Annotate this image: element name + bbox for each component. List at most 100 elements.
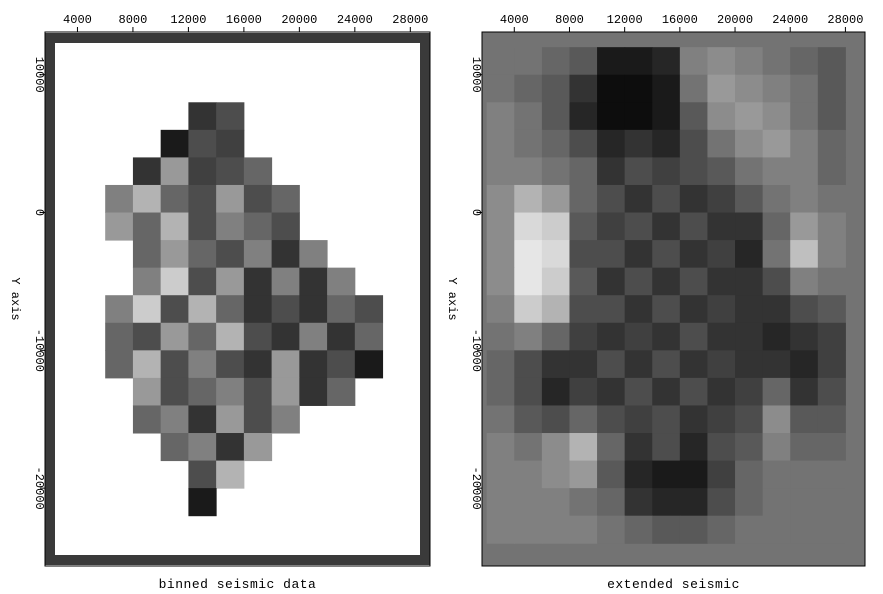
heat-cell <box>735 515 764 544</box>
heat-cell <box>735 377 764 406</box>
heat-cell <box>735 47 764 76</box>
heat-cell <box>679 295 708 324</box>
heat-cell <box>188 377 217 406</box>
x-tick-label: 24000 <box>772 13 808 27</box>
heat-cell <box>652 488 681 517</box>
heat-cell <box>652 295 681 324</box>
heat-cell <box>679 157 708 186</box>
heat-cell <box>299 295 328 324</box>
heat-cell <box>597 74 626 103</box>
heat-cell <box>327 295 356 324</box>
frame <box>45 33 430 565</box>
heat-cell <box>817 102 846 131</box>
heat-cell <box>817 350 846 379</box>
heat-cell <box>652 322 681 351</box>
heat-cell <box>541 184 570 214</box>
y-tick-label: 10000 <box>469 57 483 93</box>
heat-cell <box>652 515 681 544</box>
heat-cell <box>597 184 626 214</box>
x-tick-label: 16000 <box>226 13 262 27</box>
heat-cell <box>105 350 134 379</box>
heat-cell <box>707 240 736 269</box>
panel-title: extended seismic <box>607 577 740 592</box>
heat-cell <box>652 240 681 269</box>
heat-cell <box>188 488 217 517</box>
heat-cell <box>569 129 598 158</box>
heat-cell <box>569 433 598 462</box>
heat-cell <box>271 267 300 296</box>
heat-cell <box>707 102 736 131</box>
heat-cell <box>216 433 245 462</box>
x-tick-label: 4000 <box>63 13 92 27</box>
heat-cell <box>486 433 515 462</box>
heat-cell <box>735 405 764 434</box>
x-tick-label: 4000 <box>500 13 529 27</box>
heat-cell <box>707 350 736 379</box>
heat-cell <box>735 460 764 489</box>
heat-cell <box>762 322 791 351</box>
heat-cell <box>271 240 300 269</box>
heat-cell <box>762 129 791 158</box>
heat-cell <box>652 47 681 76</box>
heat-cell <box>735 184 764 214</box>
heat-cell <box>707 460 736 489</box>
heat-cell <box>541 460 570 489</box>
heat-cell <box>541 322 570 351</box>
heat-cell <box>188 350 217 379</box>
heat-cell <box>327 267 356 296</box>
heat-cell <box>541 515 570 544</box>
heat-cell <box>624 240 653 269</box>
heat-cell <box>541 377 570 406</box>
heat-cell <box>735 212 764 241</box>
heat-cell <box>790 184 819 214</box>
heat-cell <box>679 267 708 296</box>
heat-cell <box>160 267 189 296</box>
heat-cell <box>597 267 626 296</box>
heat-cell <box>679 212 708 241</box>
heat-cell <box>679 460 708 489</box>
heat-cell <box>679 433 708 462</box>
heat-cell <box>541 433 570 462</box>
heat-cell <box>707 47 736 76</box>
heat-cell <box>707 322 736 351</box>
x-tick-label: 20000 <box>281 13 317 27</box>
heat-cell <box>679 515 708 544</box>
heat-cell <box>514 74 543 103</box>
heat-cell <box>762 488 791 517</box>
heat-cell <box>624 184 653 214</box>
heat-cell <box>679 240 708 269</box>
heat-cell <box>486 129 515 158</box>
heat-cell <box>243 212 273 241</box>
heat-cell <box>762 240 791 269</box>
x-tick-label: 12000 <box>607 13 643 27</box>
heat-cell <box>132 350 162 379</box>
heat-cell <box>735 433 764 462</box>
heat-cell <box>735 488 764 517</box>
heat-cell <box>299 267 328 296</box>
heat-cell <box>271 350 300 379</box>
y-axis-label: Y axis <box>445 277 459 320</box>
heat-cell <box>514 460 543 489</box>
heat-cell <box>652 433 681 462</box>
heat-cell <box>679 47 708 76</box>
heat-cell <box>243 405 273 434</box>
heat-cell <box>188 240 217 269</box>
heat-cell <box>569 488 598 517</box>
heat-cell <box>105 322 134 351</box>
heat-cell <box>299 322 328 351</box>
heat-cell <box>514 212 543 241</box>
heat-cell <box>541 350 570 379</box>
heat-cell <box>188 102 217 131</box>
heat-cell <box>762 405 791 434</box>
heat-cell <box>569 47 598 76</box>
heat-cell <box>762 102 791 131</box>
heat-cell <box>597 377 626 406</box>
y-tick-label: -20000 <box>32 467 46 510</box>
heat-cell <box>652 212 681 241</box>
heat-cell <box>132 212 162 241</box>
heat-cell <box>514 267 543 296</box>
heat-cell <box>762 295 791 324</box>
heat-cell <box>707 433 736 462</box>
heat-cell <box>188 129 217 158</box>
